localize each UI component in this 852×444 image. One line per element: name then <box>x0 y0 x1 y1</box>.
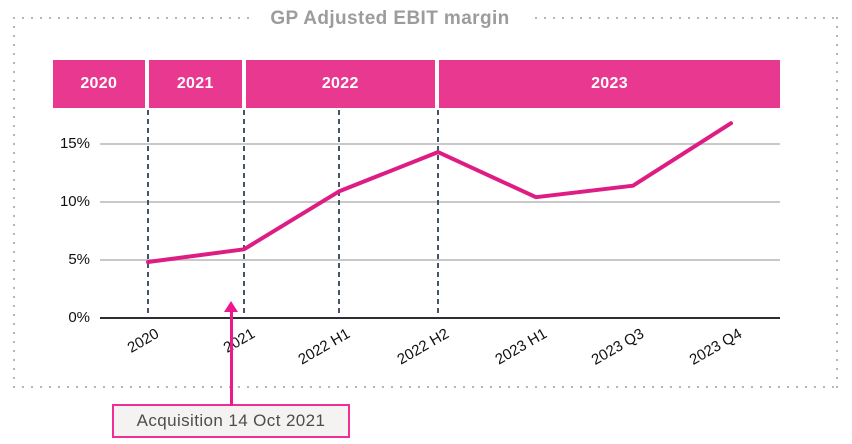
annotation-box: Acquisition 14 Oct 2021 <box>112 404 350 438</box>
x-axis-label-2023-h1: 2023 H1 <box>492 325 550 369</box>
y-axis-label-10: 10% <box>59 192 90 210</box>
dotted-border-left <box>13 17 15 388</box>
y-axis-label-0: 0% <box>68 308 90 326</box>
x-axis-label-2023-q3: 2023 Q3 <box>588 325 647 369</box>
gridline-10 <box>100 200 780 203</box>
zero-axis-line <box>100 316 780 319</box>
x-axis-label-2023-q4: 2023 Q4 <box>686 325 745 369</box>
year-band-2020: 2020 <box>53 60 145 108</box>
y-axis-label-15: 15% <box>59 135 90 153</box>
gridline-5 <box>100 258 780 261</box>
y-axis-label-5: 5% <box>68 250 90 268</box>
vertical-dashed-line-2020 <box>147 110 149 317</box>
x-axis-label-2020: 2020 <box>124 325 162 357</box>
vertical-dashed-line-2022-h2 <box>437 110 439 317</box>
annotation-text: Acquisition 14 Oct 2021 <box>136 411 326 430</box>
annotation-arrow <box>230 310 233 406</box>
year-band-2022: 2022 <box>246 60 435 108</box>
vertical-dashed-line-2022-h1 <box>338 110 340 317</box>
x-axis-label-2022-h2: 2022 H2 <box>394 325 452 369</box>
vertical-dashed-line-2021 <box>243 110 245 317</box>
year-band-2021: 2021 <box>148 60 242 108</box>
x-axis-label-2021: 2021 <box>220 325 258 357</box>
chart-title: GP Adjusted EBIT margin <box>252 5 528 35</box>
dotted-border-right <box>836 17 838 388</box>
x-axis-label-2022-h1: 2022 H1 <box>295 325 353 369</box>
dotted-border-bottom <box>13 386 838 388</box>
gridline-15 <box>100 143 780 146</box>
year-band-2023: 2023 <box>439 60 780 108</box>
annotation-arrowhead-icon <box>224 301 238 312</box>
